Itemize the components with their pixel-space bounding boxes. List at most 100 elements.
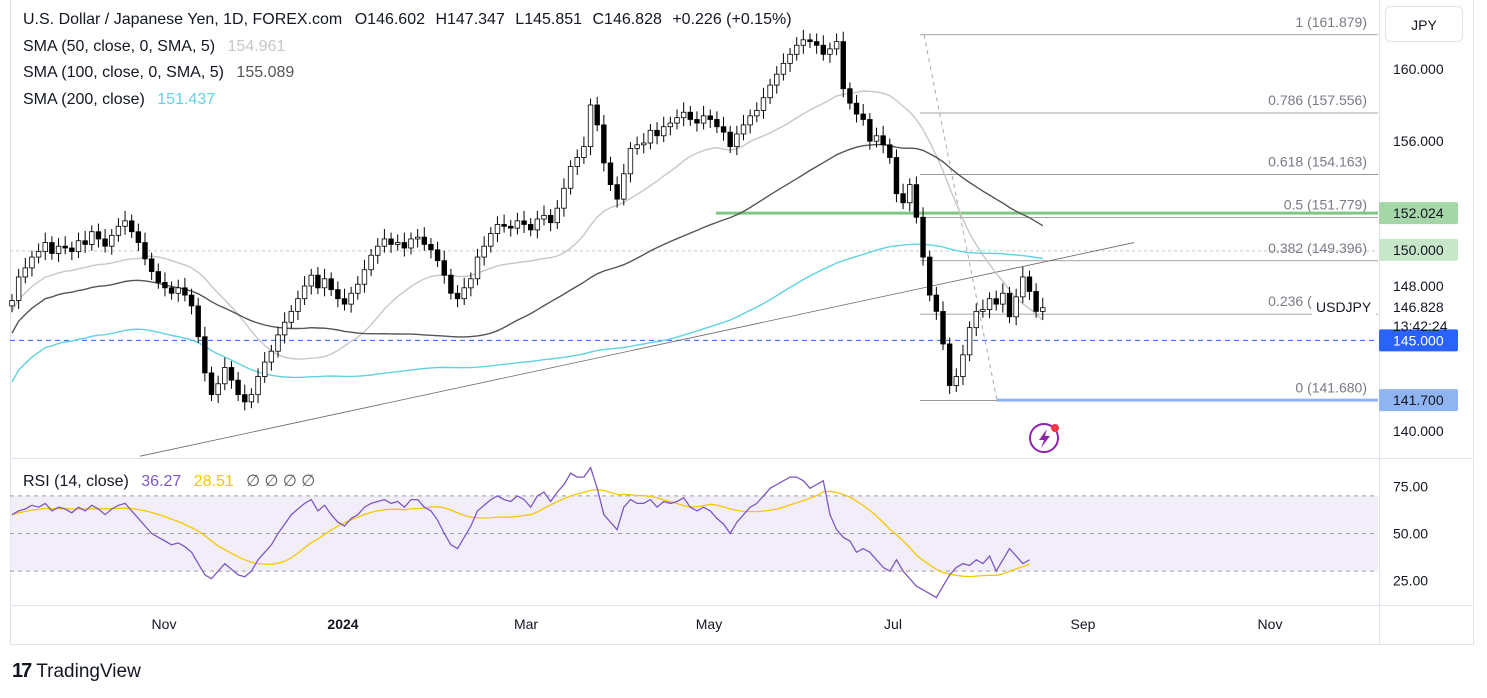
candle-body [468,278,474,289]
candle-body [1013,296,1019,318]
close-value: C146.828 [592,11,662,28]
candle-body [833,41,840,50]
low-value: L145.851 [515,11,583,28]
candle-body [627,148,634,175]
open-value: O146.602 [354,11,425,28]
rsi-ma-line [11,488,1030,578]
fib-label: 0.786 (157.556) [1268,92,1367,108]
candle-body [754,110,760,117]
candle-body [55,245,62,254]
candle-body [661,126,667,137]
candle-body [488,233,494,247]
candle-body [707,115,713,120]
candle-body [760,97,767,111]
candle-body [1020,276,1026,298]
candle-body [408,238,414,249]
candle-body [182,287,188,296]
fib-label: 0.5 (151.779) [1284,197,1367,213]
candle-body [202,336,208,374]
tradingview-logo[interactable]: 17 TradingView [12,660,141,683]
rsi-value: 36.27 [141,473,182,490]
candle-body [268,350,275,363]
price-label-text: 146.828 [1393,299,1444,315]
sma50-line [11,90,1044,360]
price-axis-tick: 156.000 [1393,133,1444,149]
candle-body [69,247,75,253]
price-axis-tick: 160.000 [1393,61,1444,77]
candle-body [847,88,853,104]
candle-body [49,242,55,254]
rsi-line [11,466,1030,599]
candle-body [528,224,534,231]
candle-body [341,298,348,305]
price-label-box [1379,202,1458,225]
tradingview-logo-icon: 17 [12,660,32,682]
rsi-extra-values: ∅ ∅ ∅ ∅ [246,473,316,490]
candle-body [1040,307,1046,312]
candle-body [414,236,421,240]
candle-body [680,111,687,119]
candle-body [940,310,946,345]
candle-body [242,394,248,403]
candle-body [288,310,294,323]
trend-line [139,242,1135,457]
rsi-axis-tick: 50.00 [1393,526,1428,542]
sma50-legend[interactable]: SMA (50, close, 0, SMA, 5) 154.961 [23,37,285,57]
candle-body [215,383,221,396]
candle-body [441,260,447,276]
candle-body [581,146,587,158]
sma200-value: 151.437 [157,91,216,108]
candle-body [361,269,368,285]
candle-body [767,84,773,99]
candle-body [534,218,541,231]
candle-body [567,166,574,189]
symbol-title: U.S. Dollar / Japanese Yen, 1D, FOREX.co… [23,11,343,28]
sma100-label: SMA (100, close, 0, SMA, 5) [23,64,224,81]
candle-body [208,372,215,396]
candle-body [1006,292,1013,318]
rsi-label: RSI (14, close) [23,473,129,490]
candle-body [541,215,547,220]
candle-body [787,53,793,64]
candle-body [328,278,334,291]
candle-body [494,224,501,234]
sma200-label: SMA (200, close) [23,91,145,108]
candle-body [142,242,148,260]
fib-label: 0.382 (149.396) [1268,240,1367,256]
candle-body [355,283,361,294]
symbol-legend[interactable]: U.S. Dollar / Japanese Yen, 1D, FOREX.co… [23,10,792,30]
candle-body [667,122,674,128]
candle-body [933,294,940,312]
candle-body [561,187,567,209]
candle-body [587,104,594,148]
candle-body [687,111,693,120]
candle-body [641,142,647,146]
candle-body [594,104,600,126]
candle-body [714,119,720,128]
candle-body [860,113,866,120]
candle-body [434,249,441,262]
candle-body [109,234,115,247]
candle-body [335,289,341,300]
candle-body [634,144,640,149]
candle-body [621,173,627,200]
sma200-legend[interactable]: SMA (200, close) 151.437 [23,90,215,110]
chart-frame [10,0,1474,645]
fib-trend-line [923,34,998,401]
sma50-label: SMA (50, close, 0, SMA, 5) [23,38,216,55]
sma100-line [11,143,1044,338]
rsi-legend[interactable]: RSI (14, close) 36.27 28.51 ∅ ∅ ∅ ∅ [23,472,315,492]
currency-button[interactable]: JPY [1385,6,1463,42]
candle-body [887,144,893,158]
time-axis-tick: Sep [1071,616,1096,632]
sma100-legend[interactable]: SMA (100, close, 0, SMA, 5) 155.089 [23,63,294,83]
change-value: +0.226 (+0.15%) [672,11,792,28]
candle-body [248,394,255,403]
symbol-tag: USDJPY [1316,299,1372,315]
candle-body [122,220,128,227]
candle-body [75,240,82,253]
candle-body [188,294,195,307]
candle-body [89,231,95,245]
candle-body [993,298,999,305]
